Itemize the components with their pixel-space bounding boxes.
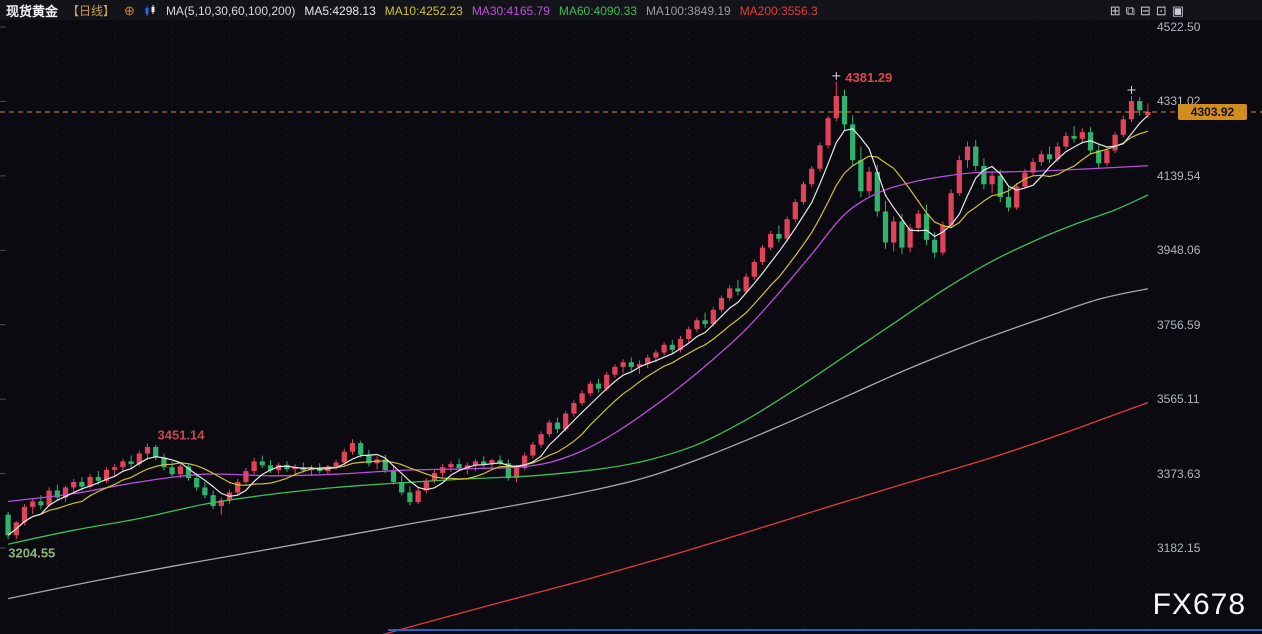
pane-bottom-icon[interactable]: ⊟	[1139, 3, 1151, 18]
y-axis-tick: 3565.11	[1157, 392, 1200, 407]
ma60-legend: MA60:4090.33	[558, 3, 637, 18]
ma100-legend: MA100:3849.19	[645, 3, 731, 18]
grid-panes-icon[interactable]: ⊞	[1109, 3, 1121, 18]
window-layout-icons: ⊞ ⧉ ⊟ ⊡ ▣	[1110, 4, 1184, 17]
chart-logo-icon	[144, 4, 157, 17]
pane-right-icon[interactable]: ⊡	[1155, 3, 1167, 18]
y-axis-tick: 3948.06	[1157, 243, 1201, 258]
ma10-legend: MA10:4252.23	[384, 3, 463, 18]
y-axis-tick: 4522.50	[1157, 20, 1201, 34]
svg-text:3204.55: 3204.55	[8, 545, 55, 560]
current-price-tag: 4303.92	[1178, 103, 1247, 120]
y-axis-tick: 3756.59	[1157, 317, 1201, 332]
watermark: FX678	[1152, 588, 1246, 621]
ma5-legend: MA5:4298.13	[304, 3, 376, 18]
chart-header: 现货黄金 【日线】 ⊕ MA(5,10,30,60,100,200) MA5:4…	[0, 0, 1262, 20]
svg-text:4381.29: 4381.29	[845, 70, 892, 85]
period-tag[interactable]: 【日线】	[67, 4, 116, 18]
instrument-title: 现货黄金	[6, 4, 59, 19]
maximize-icon[interactable]: ▣	[1171, 3, 1184, 18]
y-axis-tick: 3373.63	[1157, 466, 1201, 481]
ma200-legend: MA200:3556.3	[739, 3, 818, 18]
ma30-legend: MA30:4165.79	[471, 3, 550, 18]
y-axis-tick: 4139.54	[1157, 168, 1201, 183]
ma-group-label[interactable]: MA(5,10,30,60,100,200)	[165, 3, 296, 18]
indicator-settings-icon[interactable]: ⊕	[124, 3, 135, 18]
svg-text:3451.14: 3451.14	[158, 427, 206, 442]
multi-window-icon[interactable]: ⧉	[1125, 3, 1135, 18]
y-axis-tick: 3182.15	[1157, 541, 1201, 555]
